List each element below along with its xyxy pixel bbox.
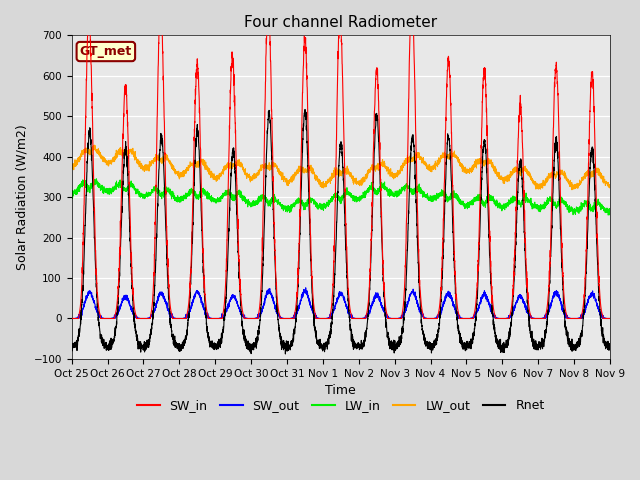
- Legend: SW_in, SW_out, LW_in, LW_out, Rnet: SW_in, SW_out, LW_in, LW_out, Rnet: [132, 395, 550, 418]
- Y-axis label: Solar Radiation (W/m2): Solar Radiation (W/m2): [15, 124, 28, 270]
- Text: GT_met: GT_met: [80, 45, 132, 58]
- Title: Four channel Radiometer: Four channel Radiometer: [244, 15, 437, 30]
- X-axis label: Time: Time: [325, 384, 356, 397]
